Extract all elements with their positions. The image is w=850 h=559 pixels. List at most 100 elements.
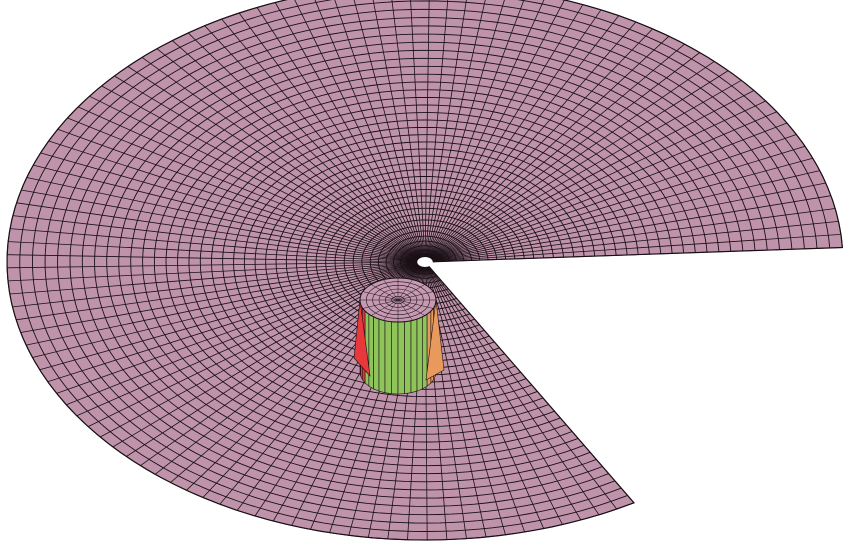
- mesh-spoke: [172, 40, 421, 258]
- cylinder-cap-spoke: [397, 291, 434, 301]
- mesh-spoke: [156, 48, 420, 259]
- mesh-spoke: [432, 122, 788, 260]
- cylinder-cap-spoke: [397, 279, 413, 301]
- cylinder-wall-strip: [373, 316, 380, 392]
- mesh-spoke: [433, 221, 839, 262]
- mesh-spoke: [77, 106, 419, 260]
- mesh-spoke: [89, 95, 419, 260]
- mesh-spoke: [433, 195, 831, 262]
- cylinder-cap-spoke: [397, 284, 426, 301]
- mesh-spoke: [114, 75, 420, 259]
- mesh-spoke: [12, 215, 417, 262]
- cylinder-cap-spoke: [383, 299, 399, 321]
- mesh-spoke: [12, 262, 417, 308]
- mesh-spoke: [238, 12, 422, 258]
- mesh-spoke: [428, 266, 635, 504]
- mesh-spoke: [433, 234, 841, 262]
- mesh-spoke: [425, 0, 467, 257]
- mesh-spoke: [39, 263, 418, 371]
- mesh-spoke: [57, 128, 418, 260]
- cylinder-cap-spoke: [362, 291, 399, 301]
- mesh-spoke: [21, 189, 417, 261]
- mesh-spoke: [187, 32, 421, 258]
- mesh-spoke: [427, 266, 582, 521]
- mesh-spoke: [47, 264, 418, 383]
- mesh-spoke: [427, 267, 545, 529]
- mesh-spoke: [56, 264, 418, 394]
- mesh-spoke: [32, 263, 418, 358]
- mesh-spoke: [66, 264, 418, 406]
- mesh-spoke: [430, 70, 729, 259]
- cylinder-cap-spoke: [383, 279, 399, 301]
- mesh-spoke: [67, 117, 418, 260]
- mesh-spoke: [334, 0, 424, 257]
- mesh-spoke: [16, 262, 417, 321]
- mesh-spoke: [425, 0, 449, 257]
- mesh-spoke: [33, 164, 418, 261]
- mesh-spoke: [101, 85, 419, 259]
- mesh-spoke: [391, 0, 425, 257]
- mesh-spoke: [431, 79, 742, 259]
- mesh-spoke: [428, 9, 602, 258]
- cylinder-wall-strip: [368, 313, 374, 390]
- mesh-spoke: [427, 267, 563, 525]
- mesh-spoke: [427, 4, 584, 258]
- mesh-spoke: [410, 0, 426, 257]
- cylinder-wall-strip: [378, 318, 386, 394]
- mesh-spoke: [424, 0, 430, 257]
- mesh-spoke: [429, 28, 653, 258]
- mesh-spoke: [8, 241, 417, 262]
- cylinder-cap-spoke: [370, 284, 399, 301]
- cylinder-wall-strip: [416, 316, 423, 392]
- mesh-spoke: [26, 177, 418, 261]
- cylinder-wall-strip: [391, 321, 399, 395]
- mesh-spoke: [20, 263, 417, 333]
- mesh-spoke: [429, 35, 670, 258]
- mesh-spoke: [431, 100, 766, 260]
- mesh-spoke: [76, 264, 419, 417]
- mesh-spoke: [427, 0, 545, 257]
- mesh-spoke: [432, 170, 820, 261]
- cylinder-wall-strip: [404, 320, 412, 395]
- mesh-spoke: [274, 2, 423, 257]
- mesh-spoke: [7, 261, 417, 269]
- mesh-spoke: [432, 182, 826, 261]
- mesh-spoke: [431, 90, 755, 259]
- mesh-spoke: [221, 18, 422, 258]
- mesh-spoke: [432, 157, 813, 261]
- mesh-spoke: [294, 0, 423, 257]
- mesh-spoke: [26, 263, 418, 346]
- mesh-spoke: [314, 0, 424, 257]
- mesh-spoke: [7, 254, 417, 263]
- mesh-spoke: [433, 247, 843, 263]
- cylinder-cap-spoke: [362, 299, 399, 309]
- mesh-spoke: [428, 15, 620, 258]
- mesh-spoke: [48, 140, 418, 260]
- mesh-spoke: [428, 266, 618, 510]
- cylinder-cap-spoke: [397, 299, 426, 316]
- mesh-spoke: [127, 66, 420, 259]
- mesh-spoke: [426, 0, 525, 257]
- mesh-spoke: [428, 266, 600, 516]
- mesh-spoke: [426, 0, 505, 257]
- mesh-spoke: [40, 152, 418, 261]
- mesh-spoke: [433, 208, 836, 262]
- mesh-spoke: [204, 25, 421, 258]
- mesh-spoke: [372, 0, 425, 257]
- cylinder-cap-spoke: [370, 299, 399, 316]
- mesh-spoke: [16, 202, 417, 262]
- mesh-spoke: [7, 262, 417, 282]
- mesh-spoke: [427, 0, 565, 257]
- mesh-spoke: [426, 267, 506, 535]
- cylinder-cap-spoke: [397, 299, 434, 309]
- mesh-spoke: [432, 145, 806, 261]
- cylinder-orange-flare: [425, 299, 445, 381]
- cylinder-wall-strip: [397, 321, 405, 395]
- mesh-spoke: [141, 57, 420, 259]
- mesh-grid: [6, 0, 844, 541]
- cylinder-red-flare: [353, 299, 371, 377]
- central-cylinder: [353, 277, 445, 395]
- cylinder-wall-strip: [384, 320, 392, 395]
- cylinder-cap-spoke: [397, 299, 413, 321]
